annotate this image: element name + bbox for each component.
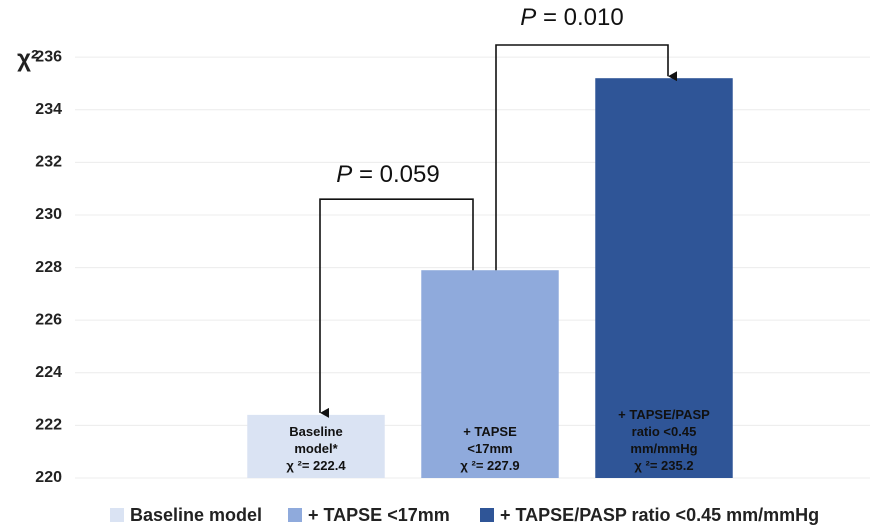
bar xyxy=(421,270,559,478)
bracket-arrow xyxy=(319,198,474,418)
value-label: χ ²= 222.4 xyxy=(286,457,346,473)
bar-label: Baseline model* χ ²= 222.4 xyxy=(269,423,362,474)
bar-label: + TAPSE/PASP ratio <0.45 mm/mmHg χ ²= 235… xyxy=(617,86,710,474)
y-tick-label: 228 xyxy=(35,259,62,276)
annotation: P = 0.010 xyxy=(520,4,624,31)
bar-name: Baseline model* xyxy=(289,423,343,456)
legend-swatch xyxy=(480,508,494,522)
bracket-arrow xyxy=(495,44,677,271)
value-label: χ ²= 227.9 xyxy=(460,457,520,473)
annotation: P = 0.059 xyxy=(336,161,440,189)
y-tick-label: 230 xyxy=(35,206,62,223)
bar-name: + TAPSE/PASP ratio <0.45 mm/mmHg xyxy=(618,406,710,456)
y-tick-label: 236 xyxy=(35,48,62,65)
y-tick-label: 226 xyxy=(35,311,62,328)
legend-swatch xyxy=(110,508,124,522)
y-tick-label: 232 xyxy=(35,154,62,171)
y-tick-label: 220 xyxy=(35,469,62,486)
y-tick-label: 222 xyxy=(35,417,62,434)
bar xyxy=(247,414,385,478)
legend-swatch xyxy=(288,508,302,522)
legend-label: Baseline model xyxy=(130,505,262,525)
y-tick-label: 234 xyxy=(35,101,62,118)
bar-name: + TAPSE <17mm xyxy=(463,423,517,456)
value-label: χ ²= 235.2 xyxy=(634,457,694,473)
bar-label: + TAPSE <17mm χ ²= 227.9 xyxy=(443,278,536,474)
legend-label: + TAPSE <17mm xyxy=(308,505,450,525)
bar xyxy=(595,78,733,478)
legend-label: + TAPSE/PASP ratio <0.45 mm/mmHg xyxy=(500,505,819,525)
y-tick-label: 224 xyxy=(35,364,62,381)
y-axis-label: χ² xyxy=(17,45,39,72)
